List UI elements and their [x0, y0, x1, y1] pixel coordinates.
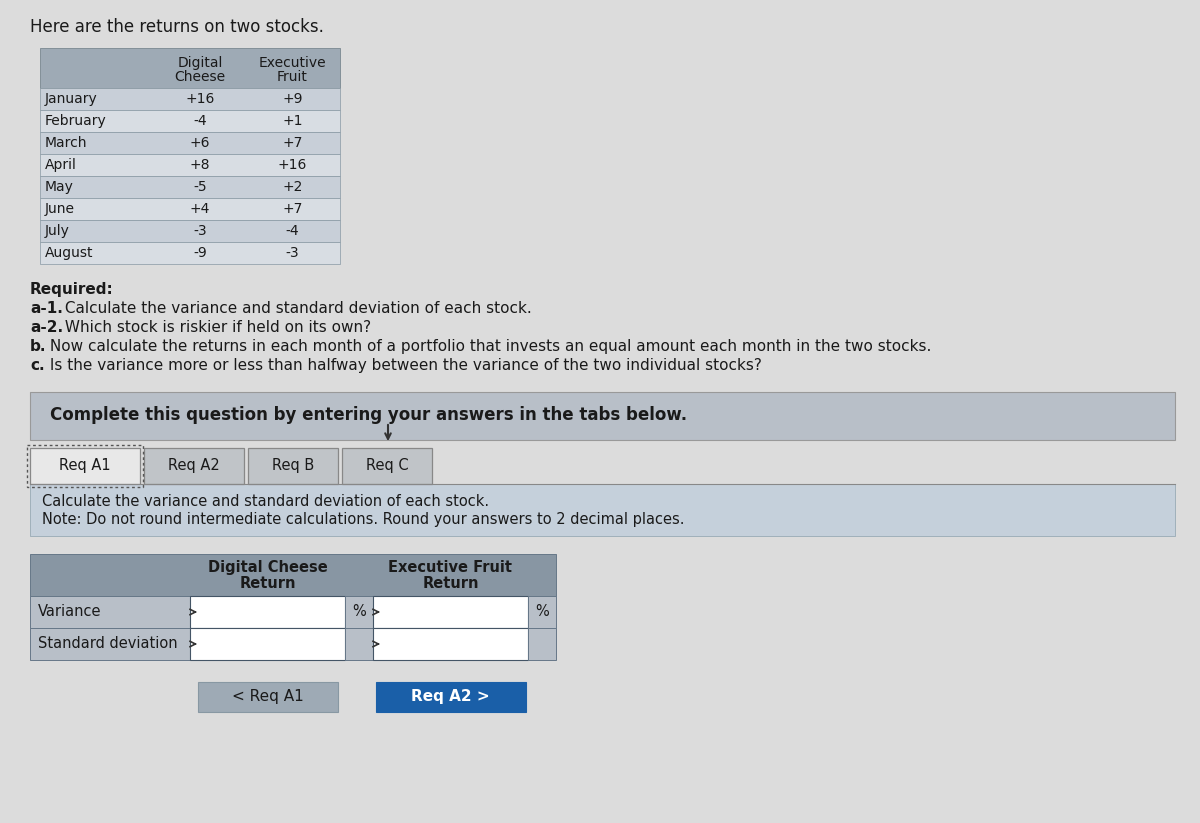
Text: Calculate the variance and standard deviation of each stock.: Calculate the variance and standard devi…: [42, 494, 490, 509]
Text: +9: +9: [282, 92, 302, 106]
Text: May: May: [46, 180, 74, 194]
Bar: [30, 554, 556, 596]
Text: Note: Do not round intermediate calculations. Round your answers to 2 decimal pl: Note: Do not round intermediate calculat…: [42, 512, 684, 527]
Bar: [40, 132, 340, 154]
Text: January: January: [46, 92, 97, 106]
Bar: [248, 448, 338, 484]
Bar: [144, 448, 244, 484]
Text: February: February: [46, 114, 107, 128]
Text: Calculate the variance and standard deviation of each stock.: Calculate the variance and standard devi…: [60, 301, 532, 316]
Text: -4: -4: [286, 224, 299, 238]
Text: +7: +7: [282, 136, 302, 150]
Text: March: March: [46, 136, 88, 150]
Text: Req A2: Req A2: [168, 458, 220, 473]
Text: a-1.: a-1.: [30, 301, 62, 316]
Bar: [40, 220, 340, 242]
Text: +2: +2: [282, 180, 302, 194]
Text: +8: +8: [190, 158, 210, 172]
Bar: [190, 596, 346, 628]
Bar: [346, 628, 373, 660]
Text: < Req A1: < Req A1: [232, 689, 304, 704]
Text: -3: -3: [286, 246, 299, 260]
Bar: [40, 88, 340, 110]
Text: Here are the returns on two stocks.: Here are the returns on two stocks.: [30, 18, 324, 36]
Text: -9: -9: [193, 246, 206, 260]
Text: Executive Fruit: Executive Fruit: [389, 560, 512, 575]
Text: -4: -4: [193, 114, 206, 128]
Text: %: %: [535, 604, 548, 619]
Bar: [30, 448, 140, 484]
Text: +16: +16: [278, 158, 307, 172]
Text: April: April: [46, 158, 77, 172]
Text: -3: -3: [193, 224, 206, 238]
Text: Is the variance more or less than halfway between the variance of the two indivi: Is the variance more or less than halfwa…: [46, 358, 762, 373]
Bar: [40, 198, 340, 220]
Text: Req A1: Req A1: [59, 458, 110, 473]
Text: Now calculate the returns in each month of a portfolio that invests an equal amo: Now calculate the returns in each month …: [46, 339, 931, 354]
Bar: [30, 596, 190, 628]
Bar: [346, 596, 373, 628]
Bar: [342, 448, 432, 484]
Bar: [40, 110, 340, 132]
Bar: [528, 628, 556, 660]
Bar: [30, 484, 1175, 536]
Text: +16: +16: [185, 92, 215, 106]
Text: +7: +7: [282, 202, 302, 216]
Bar: [30, 392, 1175, 440]
Text: Required:: Required:: [30, 282, 114, 297]
Text: b.: b.: [30, 339, 47, 354]
Bar: [40, 48, 340, 88]
Bar: [373, 596, 528, 628]
Text: Req B: Req B: [272, 458, 314, 473]
Text: June: June: [46, 202, 74, 216]
Text: Return: Return: [239, 576, 295, 591]
Bar: [30, 628, 190, 660]
Text: a-2.: a-2.: [30, 320, 64, 335]
Bar: [40, 242, 340, 264]
Text: Standard deviation: Standard deviation: [38, 636, 178, 651]
Text: Digital: Digital: [178, 56, 223, 70]
Bar: [373, 628, 528, 660]
Bar: [28, 445, 143, 487]
Text: Digital Cheese: Digital Cheese: [208, 560, 328, 575]
Bar: [40, 154, 340, 176]
Text: Fruit: Fruit: [277, 70, 308, 84]
Text: +1: +1: [282, 114, 302, 128]
Bar: [190, 628, 346, 660]
Text: +6: +6: [190, 136, 210, 150]
Text: Req C: Req C: [366, 458, 408, 473]
Text: Which stock is riskier if held on its own?: Which stock is riskier if held on its ow…: [60, 320, 371, 335]
Text: Complete this question by entering your answers in the tabs below.: Complete this question by entering your …: [50, 406, 688, 424]
Text: %: %: [352, 604, 366, 619]
Text: Cheese: Cheese: [174, 70, 226, 84]
Text: Req A2 >: Req A2 >: [412, 689, 490, 704]
Bar: [376, 682, 526, 712]
Text: Variance: Variance: [38, 604, 102, 619]
Text: c.: c.: [30, 358, 44, 373]
Text: -5: -5: [193, 180, 206, 194]
Bar: [40, 176, 340, 198]
Text: Return: Return: [422, 576, 479, 591]
Text: July: July: [46, 224, 70, 238]
Text: +4: +4: [190, 202, 210, 216]
Bar: [528, 596, 556, 628]
Text: Executive: Executive: [259, 56, 326, 70]
Text: August: August: [46, 246, 94, 260]
Bar: [198, 682, 337, 712]
